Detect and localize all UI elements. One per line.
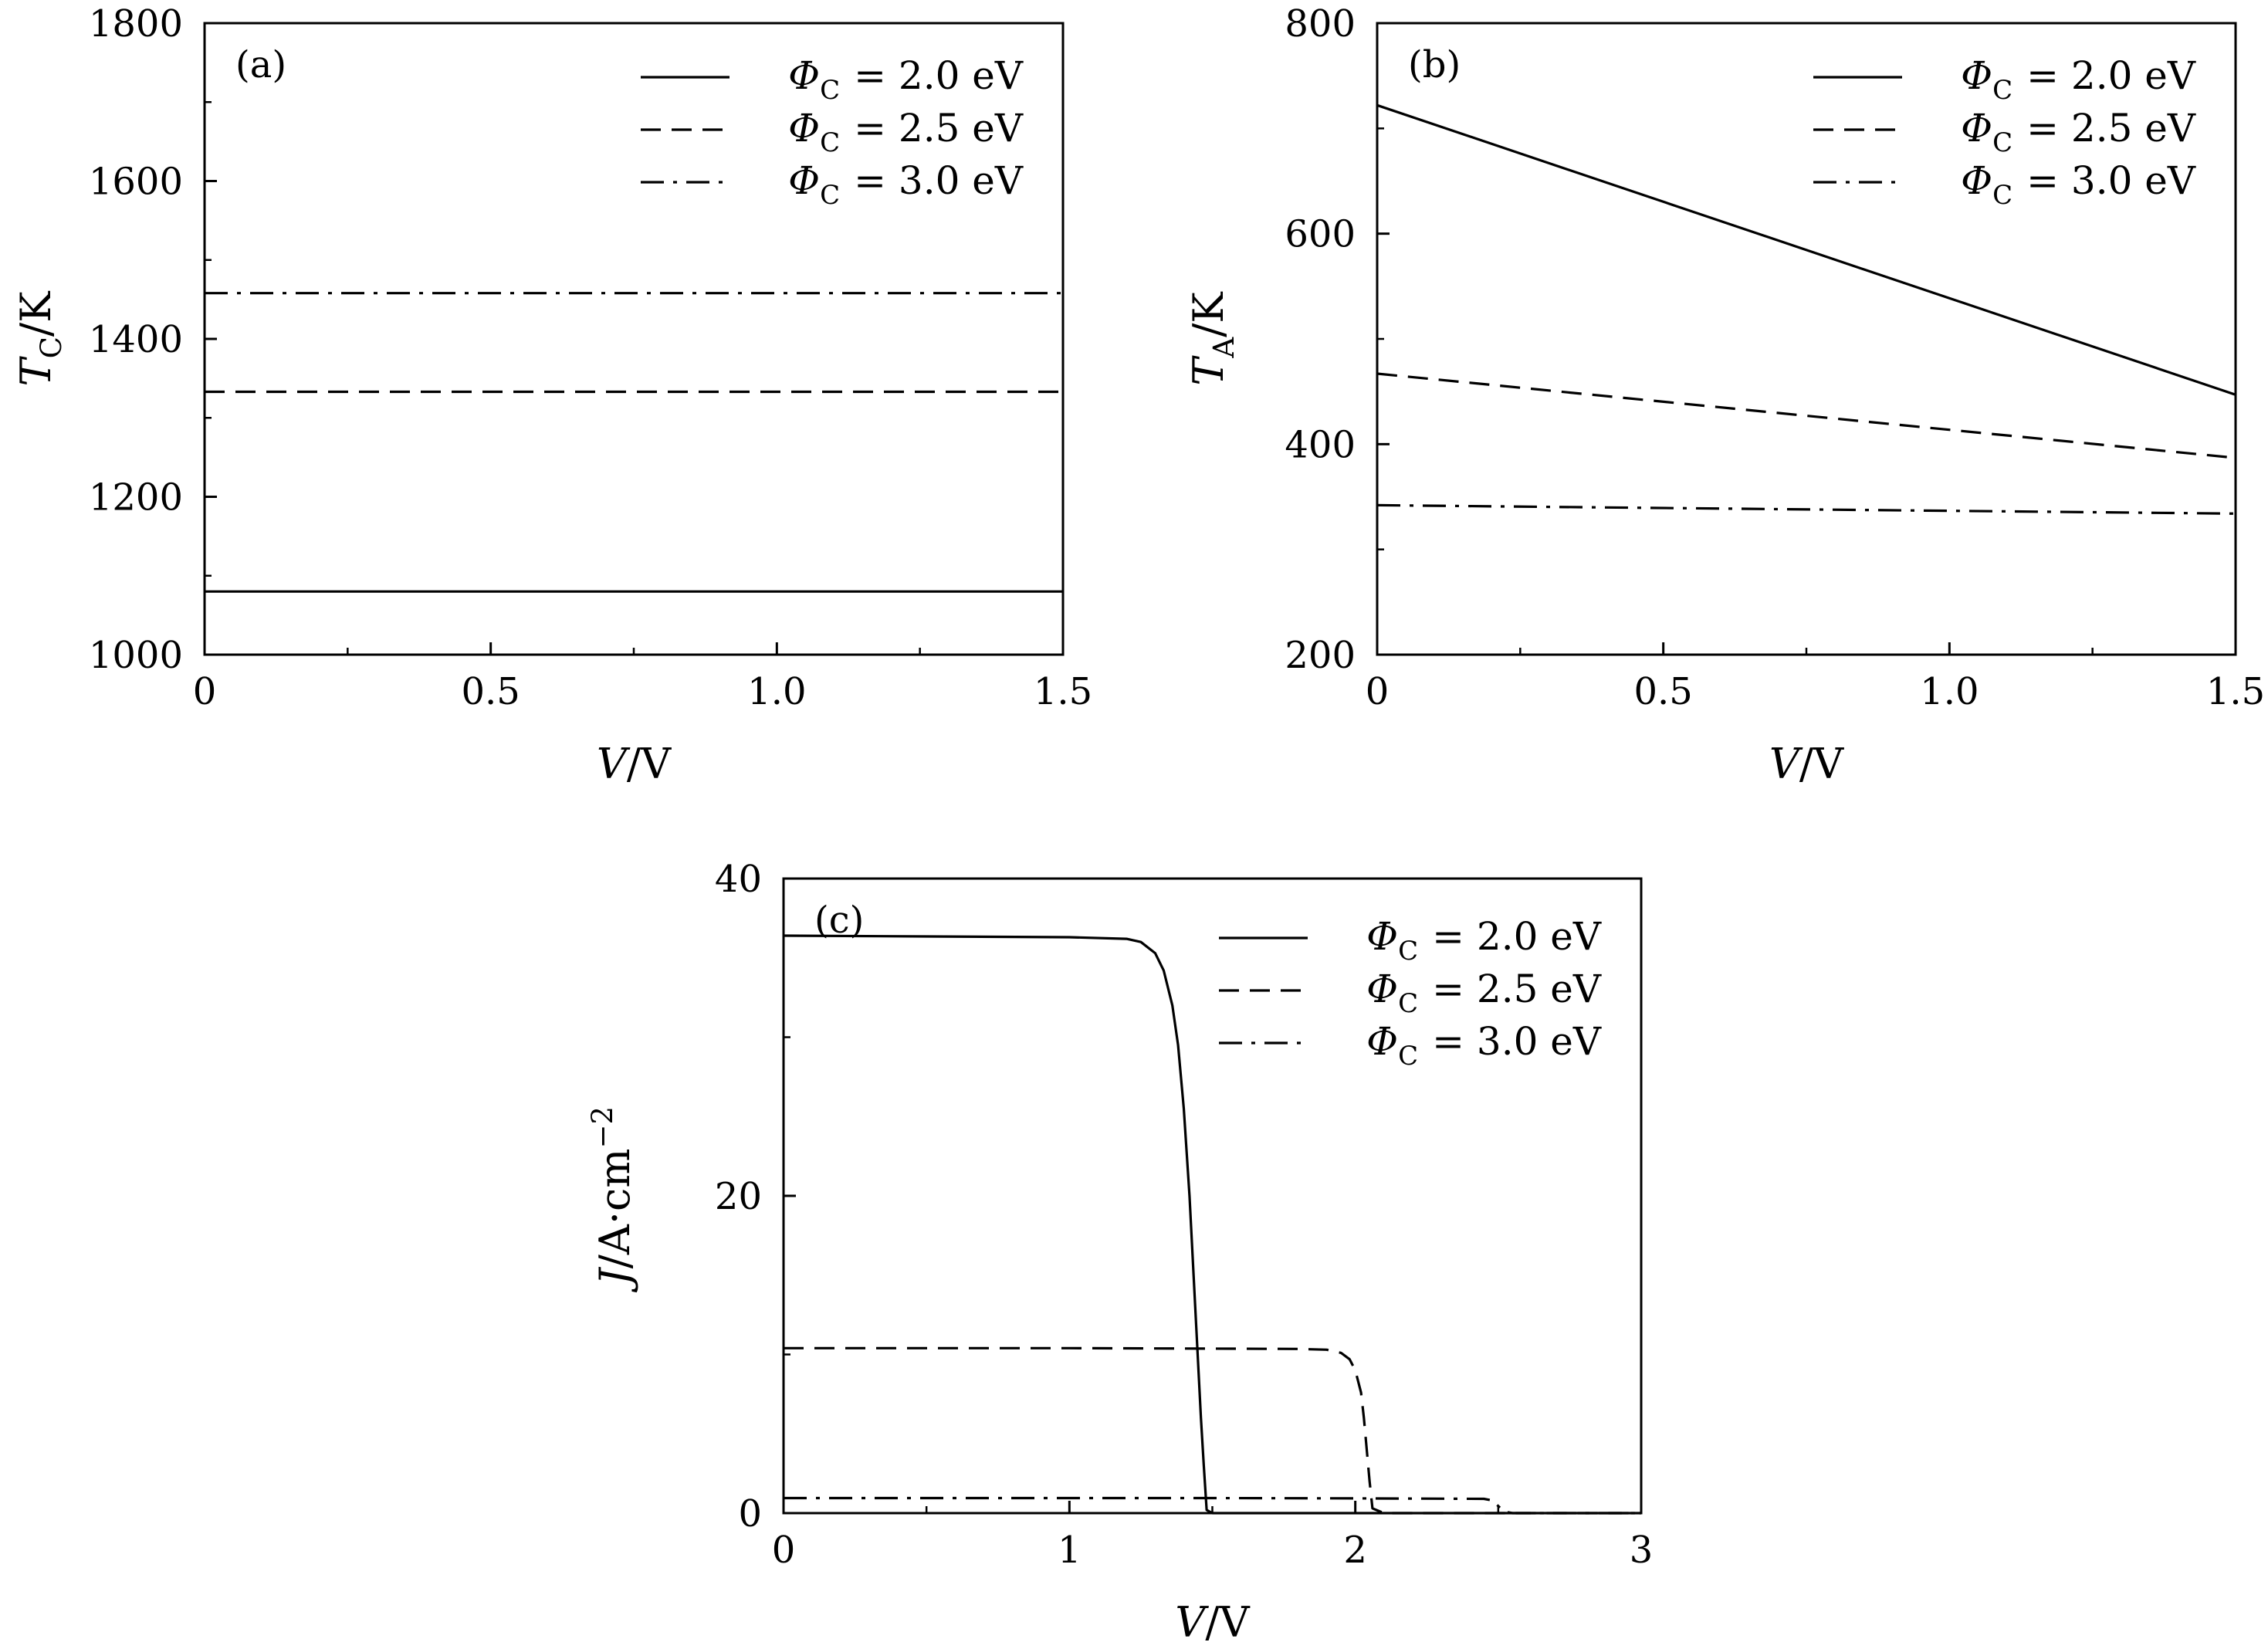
- x-tick-label: 1.0: [1920, 670, 1979, 713]
- x-tick-label: 2: [1343, 1529, 1367, 1572]
- y-tick-label: 1600: [89, 161, 183, 204]
- legend-label: ΦC = 2.0 eV: [1366, 914, 1602, 967]
- y-axis-title: TA/K: [1184, 291, 1241, 386]
- y-tick-label: 400: [1285, 423, 1356, 466]
- x-tick-label: 1.5: [1034, 670, 1092, 713]
- y-tick-label: 1400: [89, 318, 183, 361]
- legend-label: ΦC = 3.0 eV: [1366, 1019, 1602, 1072]
- series-line-2: [1376, 372, 2236, 459]
- x-tick-label: 0: [1366, 670, 1390, 713]
- x-tick-label: 1.0: [747, 670, 806, 713]
- legend-label: ΦC = 2.5 eV: [1961, 106, 2196, 158]
- legend-label: ΦC = 2.5 eV: [1366, 967, 1602, 1019]
- y-tick-label: 20: [715, 1175, 762, 1218]
- x-axis-title: V/V: [597, 740, 672, 788]
- series-line-2: [784, 1346, 1641, 1515]
- y-tick-label: 1800: [89, 2, 183, 46]
- x-axis-title: V/V: [1769, 740, 1844, 788]
- panel-label: (c): [814, 899, 864, 942]
- y-tick-label: 1200: [89, 476, 183, 520]
- legend-label: ΦC = 2.0 eV: [1961, 53, 2196, 106]
- panel-a: 0 0.5 1.0 1.5 1000 1200 1400 1600 1800 V/V TC/K (a)…: [12, 2, 1092, 788]
- x-tick-label: 0.5: [461, 670, 520, 713]
- x-tick-label: 1: [1058, 1529, 1082, 1572]
- y-tick-label: 1000: [89, 634, 183, 677]
- legend-label: ΦC = 2.0 eV: [788, 53, 1024, 106]
- x-tick-label: 0.5: [1633, 670, 1692, 713]
- y-axis-title: J/A·cm−2: [586, 1106, 639, 1293]
- series-line-1: [783, 934, 1641, 1515]
- x-tick-label: 0: [772, 1529, 796, 1572]
- legend-label: ΦC = 3.0 eV: [788, 158, 1024, 211]
- y-axis-title: TC/K: [12, 290, 68, 387]
- x-tick-label: 0: [193, 670, 217, 713]
- y-tick-label: 40: [715, 858, 762, 901]
- series-line-3: [784, 1496, 1641, 1515]
- x-axis-title: V/V: [1175, 1598, 1250, 1647]
- series-line-1: [1376, 103, 2236, 396]
- y-tick-label: 0: [738, 1492, 762, 1536]
- y-tick-label: 600: [1285, 213, 1356, 256]
- y-tick-label: 800: [1285, 2, 1356, 46]
- panel-b: 0 0.5 1.0 1.5 200 400 600 800 V/V TA/K (b) ΦC = 2.0 …: [1184, 2, 2265, 788]
- x-tick-label: 1.5: [2206, 670, 2265, 713]
- legend-label: ΦC = 3.0 eV: [1961, 158, 2196, 211]
- legend-label: ΦC = 2.5 eV: [788, 106, 1024, 158]
- panel-label: (b): [1408, 43, 1461, 86]
- panel-label: (a): [235, 43, 286, 86]
- y-tick-label: 200: [1285, 634, 1356, 677]
- x-tick-label: 3: [1630, 1529, 1654, 1572]
- series-line-3: [1376, 503, 2236, 515]
